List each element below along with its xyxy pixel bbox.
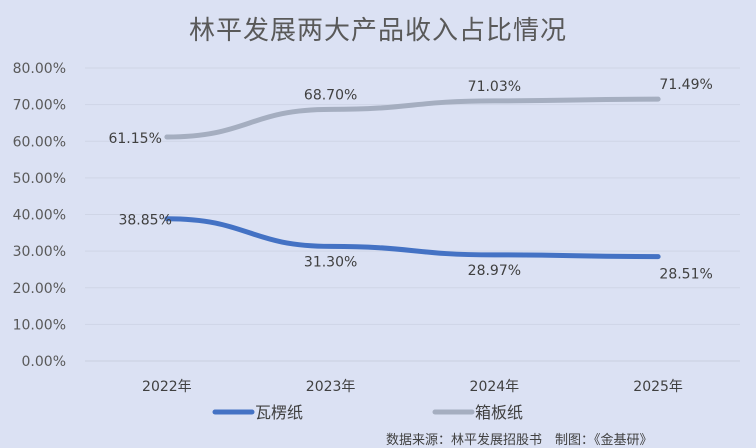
data-label: 28.51% — [659, 267, 712, 283]
x-tick-label: 2023年 — [306, 379, 356, 395]
data-label: 61.15% — [108, 131, 161, 147]
data-label: 68.70% — [304, 87, 357, 103]
data-label: 38.85% — [118, 213, 171, 229]
y-tick-label: 60.00% — [13, 134, 66, 150]
y-tick-label: 50.00% — [13, 171, 66, 187]
data-label: 71.49% — [659, 77, 712, 93]
y-tick-label: 40.00% — [13, 208, 66, 224]
data-label: 31.30% — [304, 254, 357, 270]
data-label: 28.97% — [468, 263, 521, 279]
legend-label: 箱板纸 — [475, 403, 523, 422]
y-tick-label: 10.00% — [13, 317, 66, 333]
x-tick-label: 2024年 — [470, 379, 520, 395]
y-tick-label: 0.00% — [22, 354, 66, 370]
y-tick-label: 30.00% — [13, 244, 66, 260]
chart-title: 林平发展两大产品收入占比情况 — [188, 16, 567, 46]
y-tick-label: 70.00% — [13, 98, 66, 114]
source-note: 数据来源：林平发展招股书 制图：《金基研》 — [386, 433, 653, 448]
x-tick-label: 2025年 — [633, 379, 683, 395]
legend-label: 瓦楞纸 — [255, 403, 303, 422]
y-tick-label: 80.00% — [13, 61, 66, 77]
data-label: 71.03% — [468, 79, 521, 95]
y-tick-label: 20.00% — [13, 281, 66, 297]
series-line-boxboard — [164, 96, 661, 140]
series-line-corrugated — [164, 216, 661, 260]
x-tick-label: 2022年 — [142, 379, 192, 395]
